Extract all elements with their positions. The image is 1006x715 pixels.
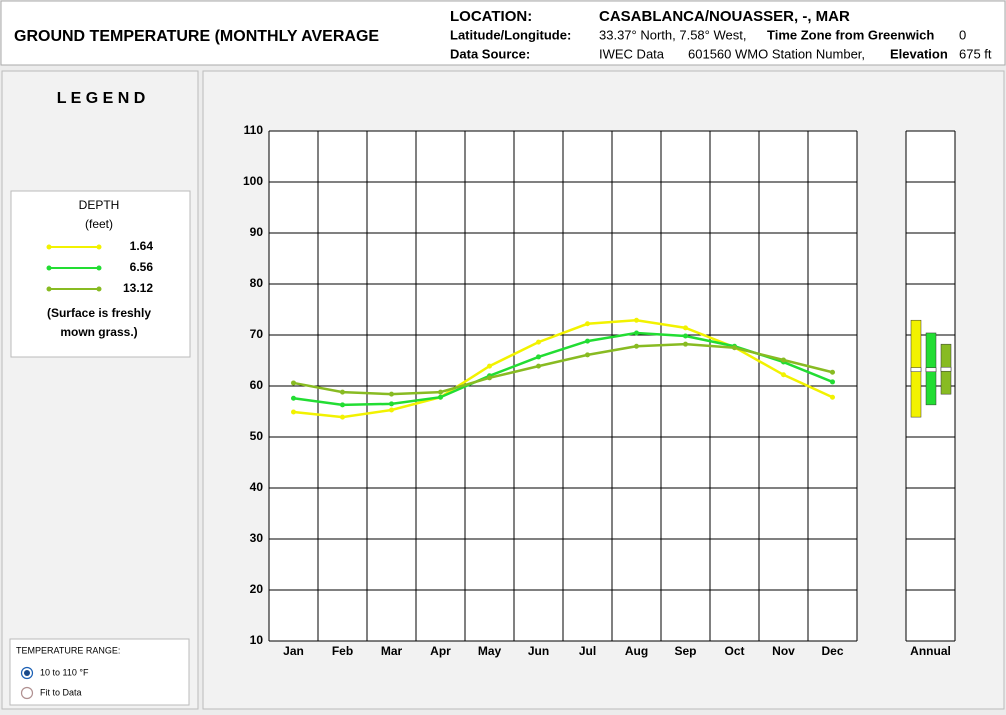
data-point bbox=[634, 343, 639, 349]
annual-mean bbox=[910, 367, 922, 372]
legend-panel bbox=[1, 70, 199, 710]
data-point bbox=[830, 379, 835, 385]
depth-label: DEPTH bbox=[79, 198, 120, 212]
legend-box bbox=[10, 190, 191, 358]
data-point bbox=[781, 372, 786, 378]
series-line bbox=[293, 342, 833, 396]
range-option-label[interactable]: 10 to 110 °F bbox=[40, 667, 89, 677]
station: 601560 WMO Station Number, bbox=[688, 46, 865, 61]
annual-mean bbox=[925, 367, 937, 373]
location-label: LOCATION: bbox=[450, 8, 532, 25]
legend-dot bbox=[96, 244, 102, 250]
legend-dot bbox=[46, 244, 52, 250]
header-panel bbox=[0, 0, 1006, 66]
legend-dot bbox=[46, 286, 52, 292]
range-option-label[interactable]: Fit to Data bbox=[40, 687, 82, 697]
elevation: 675 ft bbox=[959, 46, 992, 61]
y-tick-label: 110 bbox=[244, 123, 264, 137]
series-line bbox=[293, 318, 834, 419]
data-point bbox=[683, 341, 688, 347]
data-point bbox=[438, 394, 443, 400]
range-box bbox=[9, 638, 190, 706]
legend-dot bbox=[96, 265, 102, 271]
data-point bbox=[438, 389, 443, 395]
x-tick-label: Apr bbox=[430, 644, 451, 658]
x-tick-label: Oct bbox=[724, 644, 744, 658]
data-point bbox=[585, 338, 590, 344]
y-tick-label: 10 bbox=[250, 633, 264, 647]
data-point bbox=[585, 321, 590, 327]
y-tick-label: 90 bbox=[250, 225, 264, 239]
x-tick-label: Jun bbox=[528, 644, 549, 658]
data-point bbox=[291, 395, 296, 401]
data-point bbox=[340, 402, 345, 408]
data-point bbox=[634, 330, 639, 336]
y-tick-label: 20 bbox=[250, 582, 264, 596]
y-tick-label: 60 bbox=[250, 378, 264, 392]
data-point bbox=[389, 401, 394, 407]
source-label: Data Source: bbox=[450, 46, 530, 61]
timezone-label: Time Zone from Greenwich bbox=[767, 27, 934, 42]
latlon-label: Latitude/Longitude: bbox=[450, 27, 571, 42]
timezone: 0 bbox=[959, 27, 966, 42]
data-point bbox=[389, 407, 394, 413]
data-point bbox=[487, 375, 492, 381]
location: CASABLANCA/NOUASSER, -, MAR bbox=[599, 8, 850, 25]
latlon: 33.37° North, 7.58° West, bbox=[599, 27, 746, 42]
data-point bbox=[732, 345, 737, 351]
y-tick-label: 70 bbox=[250, 327, 264, 341]
y-tick-label: 80 bbox=[250, 276, 264, 290]
annual-label: Annual bbox=[910, 644, 951, 658]
legend-label: 6.56 bbox=[130, 260, 154, 274]
data-point bbox=[536, 354, 541, 360]
x-tick-label: Mar bbox=[381, 644, 403, 658]
x-tick-label: Aug bbox=[625, 644, 648, 658]
x-tick-label: Feb bbox=[332, 644, 353, 658]
range-option[interactable]: Fit to Data bbox=[20, 686, 82, 700]
data-point bbox=[634, 317, 639, 323]
data-point bbox=[291, 380, 296, 386]
y-tick-label: 100 bbox=[243, 174, 263, 188]
radio-button[interactable] bbox=[20, 686, 34, 700]
data-point bbox=[340, 389, 345, 395]
unit-label: (feet) bbox=[85, 217, 113, 231]
x-tick-label: Jan bbox=[283, 644, 304, 658]
data-point bbox=[536, 339, 541, 345]
data-point bbox=[781, 357, 786, 363]
legend-title: L E G E N D bbox=[57, 90, 146, 107]
source: IWEC Data bbox=[599, 46, 665, 61]
x-tick-label: Nov bbox=[772, 644, 795, 658]
data-point bbox=[340, 414, 345, 420]
range-option[interactable]: 10 to 110 °F bbox=[20, 666, 89, 680]
data-point bbox=[585, 352, 590, 358]
data-point bbox=[291, 409, 296, 415]
title: GROUND TEMPERATURE (MONTHLY AVERAGE bbox=[14, 28, 379, 45]
x-tick-label: Dec bbox=[821, 644, 843, 658]
legend-dot bbox=[96, 286, 102, 292]
radio-dot bbox=[24, 670, 30, 676]
annual-mean bbox=[940, 366, 952, 372]
data-point bbox=[830, 394, 835, 400]
legend-note: (Surface is freshly mown grass.) bbox=[47, 306, 151, 339]
range-label: TEMPERATURE RANGE: bbox=[16, 645, 120, 655]
data-point bbox=[683, 333, 688, 339]
data-point bbox=[830, 369, 835, 375]
data-point bbox=[389, 391, 394, 397]
y-tick-label: 40 bbox=[250, 480, 264, 494]
legend-label: 13.12 bbox=[123, 281, 153, 295]
legend-dot bbox=[46, 265, 52, 271]
x-tick-label: May bbox=[478, 644, 502, 658]
x-tick-label: Sep bbox=[674, 644, 696, 658]
data-point bbox=[536, 363, 541, 369]
y-tick-label: 30 bbox=[250, 531, 264, 545]
x-tick-label: Jul bbox=[579, 644, 596, 658]
elevation-label: Elevation bbox=[890, 46, 948, 61]
data-point bbox=[683, 325, 688, 331]
data-point bbox=[487, 363, 492, 369]
legend-label: 1.64 bbox=[130, 239, 154, 253]
y-tick-label: 50 bbox=[250, 429, 264, 443]
